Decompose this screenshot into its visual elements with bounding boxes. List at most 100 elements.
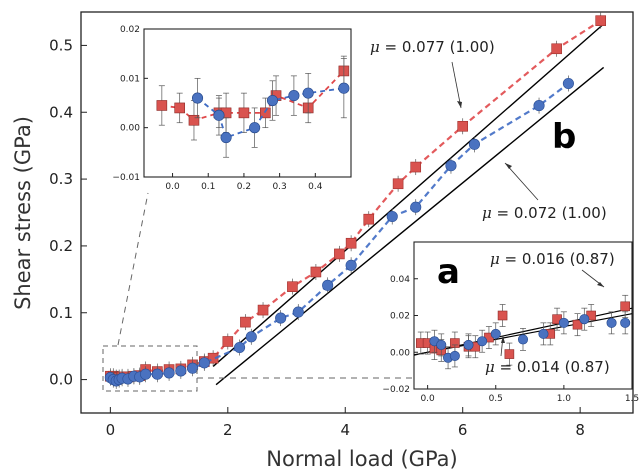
- data-point-circle: [322, 279, 334, 291]
- inset-data-point-circle: [449, 350, 460, 361]
- inset-data-point-circle: [191, 92, 204, 104]
- x-tick-label: 4: [340, 421, 350, 439]
- y-axis-label: Shear stress (GPa): [11, 116, 35, 310]
- data-point-square: [287, 281, 298, 292]
- inset-data-point-circle: [477, 336, 488, 347]
- main-data-series: [104, 12, 607, 389]
- y-tick-label: 0.1: [49, 304, 73, 322]
- inset-y-tick-label: 0.00: [120, 124, 140, 134]
- inset-data-point-circle: [538, 328, 549, 339]
- data-point-circle: [151, 368, 163, 380]
- data-point-square: [207, 352, 219, 364]
- data-point-square: [345, 237, 357, 249]
- data-point-circle: [533, 100, 545, 112]
- annotation-fit-quality: (1.00): [562, 204, 607, 222]
- data-point-square: [257, 304, 269, 316]
- inset-data-point-circle: [266, 94, 279, 107]
- data-point-circle: [386, 210, 398, 223]
- data-point-circle: [245, 331, 257, 343]
- inset-y-tick-label: −0.01: [112, 173, 140, 183]
- data-point-circle: [345, 259, 357, 271]
- inset-data-point-square: [174, 102, 185, 114]
- data-point-square: [551, 43, 562, 55]
- data-point-circle: [562, 77, 574, 90]
- data-point-circle: [198, 357, 210, 369]
- inset-bottom-plot: 0.0 0.5 1.0 1.5 −0.02 0.00 0.02 0.04: [382, 275, 639, 404]
- y-tick-label: 0.4: [49, 103, 73, 121]
- data-point-circle: [234, 341, 246, 354]
- data-point-square: [363, 213, 375, 225]
- data-point-circle: [410, 201, 422, 213]
- data-point-square: [410, 161, 422, 173]
- x-tick-label: 0: [106, 421, 116, 439]
- data-point-square: [240, 316, 251, 328]
- annotation-mu-blue: μ = 0.072 (1.00): [482, 162, 607, 222]
- x-tick-label: 6: [458, 421, 468, 439]
- inset-data-point-square: [497, 310, 508, 321]
- inset-data-point-square: [188, 114, 200, 126]
- inset-data-point-circle: [606, 317, 617, 328]
- annotation-mu-value: 0.077: [402, 38, 445, 56]
- inset-x-tick-label: 0.0: [165, 182, 180, 192]
- data-point-circle: [163, 367, 175, 379]
- inset-y-tick-label: 0.04: [390, 275, 410, 285]
- data-point-square: [334, 248, 345, 260]
- svg-text:μ = 0.016 (0.87): μ = 0.016 (0.87): [490, 250, 615, 268]
- inset-data-point-circle: [213, 109, 225, 121]
- main-plot-frame: [80, 11, 634, 414]
- data-point-square: [392, 178, 404, 190]
- inset-x-tick-label: 0.1: [201, 182, 215, 192]
- annotation-fit-quality: (0.87): [570, 250, 615, 268]
- data-point-square: [310, 266, 322, 278]
- y-tick-label: 0.0: [49, 371, 73, 389]
- inset-data-point-circle: [579, 314, 590, 325]
- inset-x-tick-label: 0.5: [489, 394, 503, 404]
- data-point-circle: [468, 138, 480, 150]
- data-point-square: [222, 336, 234, 347]
- inset-data-point-square: [156, 100, 168, 111]
- data-point-circle: [445, 160, 457, 172]
- inset-y-tick-label: −0.02: [382, 385, 410, 395]
- inset-x-tick-label: 0.3: [272, 182, 286, 192]
- main-tick-labels: 0 2 4 6 8 0.0 0.1 0.2 0.3 0.4 0.5: [49, 36, 585, 439]
- inset-data-point-square: [238, 107, 250, 119]
- annotation-mu-red: μ = 0.077 (1.00): [370, 38, 495, 109]
- inset-data-point-circle: [463, 339, 474, 350]
- data-point-square: [595, 15, 607, 26]
- svg-text:μ = 0.072 (1.00): μ = 0.072 (1.00): [482, 204, 607, 222]
- y-tick-label: 0.3: [49, 170, 73, 188]
- annotation-mu-value: 0.016: [522, 250, 565, 268]
- data-point-circle: [175, 365, 187, 377]
- data-point-circle: [140, 368, 152, 380]
- svg-text:μ = 0.077 (1.00): μ = 0.077 (1.00): [370, 38, 495, 56]
- panel-label-a: a: [437, 252, 460, 292]
- data-point-circle: [187, 362, 199, 374]
- inset-x-tick-label: 0.4: [308, 182, 323, 192]
- y-tick-label: 0.2: [49, 237, 73, 255]
- inset-x-tick-label: 0.2: [237, 182, 251, 192]
- inset-data-point-circle: [436, 339, 447, 350]
- inset-data-point-circle: [302, 87, 314, 99]
- x-tick-label: 2: [223, 421, 233, 439]
- inset-data-point-circle: [517, 334, 529, 345]
- inset-data-point-square: [620, 301, 630, 312]
- inset-x-tick-label: 0.0: [420, 394, 435, 404]
- panel-label-b: b: [552, 117, 576, 157]
- inset-data-point-circle: [490, 328, 501, 339]
- inset-y-tick-label: 0.01: [120, 74, 140, 84]
- annotation-mu-value: 0.014: [517, 358, 560, 376]
- data-point-square: [457, 120, 469, 132]
- inset-data-point-circle: [288, 90, 300, 102]
- zoom-region-indicator: [102, 192, 413, 392]
- inset-data-point-circle: [220, 131, 232, 144]
- inset-data-point-square: [504, 349, 515, 359]
- inset-y-tick-label: 0.00: [390, 348, 410, 358]
- fit-line: [215, 66, 605, 386]
- fit-line: [212, 23, 605, 367]
- main-fit-lines: [212, 23, 605, 386]
- annotation-mu-red-inset: μ = 0.016 (0.87): [490, 250, 615, 288]
- data-point-circle: [275, 312, 287, 324]
- zoom-connector: [117, 192, 149, 346]
- inset-data-point-circle: [338, 82, 350, 94]
